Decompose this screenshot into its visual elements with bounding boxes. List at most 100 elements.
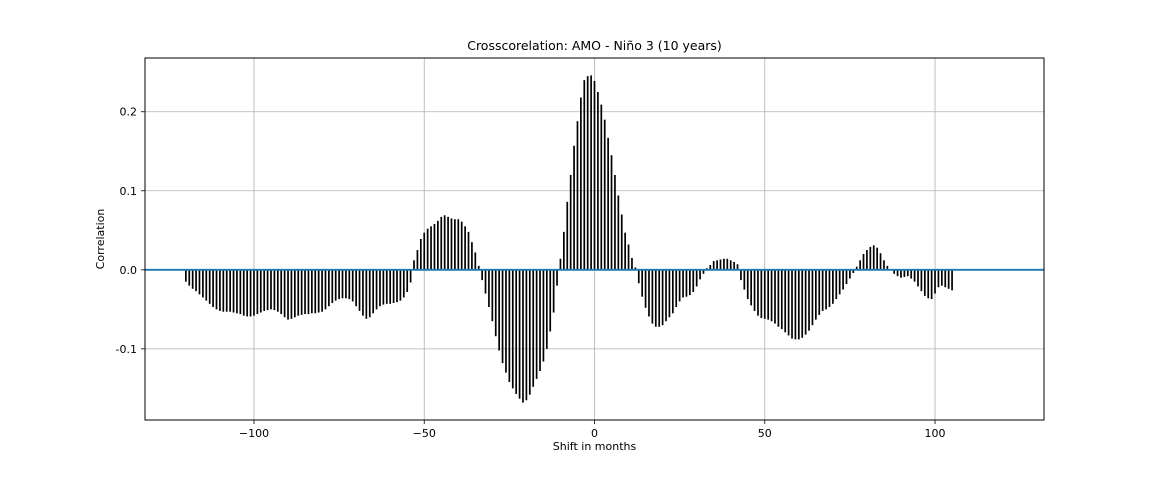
bar bbox=[780, 269, 783, 330]
bar bbox=[454, 219, 456, 270]
bar bbox=[951, 269, 953, 291]
bar bbox=[351, 269, 354, 302]
bar bbox=[484, 269, 487, 294]
bar bbox=[307, 269, 310, 315]
y-tick-label: 0.2 bbox=[120, 106, 138, 119]
bar bbox=[416, 250, 419, 270]
bar bbox=[498, 269, 501, 351]
bar bbox=[719, 259, 722, 270]
bar bbox=[937, 269, 940, 288]
bar bbox=[518, 269, 521, 399]
bar bbox=[225, 269, 228, 312]
bar bbox=[709, 265, 712, 270]
bar bbox=[317, 269, 320, 313]
bar bbox=[624, 232, 626, 270]
bar bbox=[648, 269, 650, 317]
y-tick-label: 0.1 bbox=[120, 185, 138, 198]
bar bbox=[392, 269, 395, 304]
bar bbox=[505, 269, 507, 373]
bar bbox=[627, 244, 630, 270]
bar bbox=[372, 269, 375, 314]
bar bbox=[341, 269, 344, 299]
bar bbox=[263, 269, 266, 311]
bar bbox=[399, 269, 402, 301]
bar bbox=[300, 269, 303, 315]
bar bbox=[464, 226, 466, 270]
bar bbox=[481, 269, 483, 281]
bar bbox=[593, 80, 596, 270]
bar bbox=[573, 145, 575, 270]
bar bbox=[375, 269, 378, 310]
bar bbox=[253, 269, 255, 316]
bar bbox=[794, 269, 797, 340]
bar bbox=[402, 269, 405, 298]
bar bbox=[508, 269, 511, 383]
bar bbox=[699, 269, 701, 280]
bar bbox=[365, 269, 368, 319]
bar bbox=[440, 216, 443, 270]
bar bbox=[437, 220, 439, 270]
bar bbox=[678, 269, 681, 302]
bar bbox=[287, 269, 289, 320]
bar bbox=[774, 269, 776, 324]
bar bbox=[777, 269, 780, 327]
bar bbox=[814, 269, 817, 320]
bar bbox=[328, 269, 330, 307]
bar bbox=[757, 269, 759, 316]
bar bbox=[549, 269, 552, 332]
bar bbox=[283, 269, 286, 318]
bar bbox=[542, 269, 545, 362]
bar bbox=[419, 239, 422, 270]
bar bbox=[607, 137, 609, 270]
bar bbox=[896, 269, 899, 277]
bar bbox=[832, 269, 834, 304]
bar bbox=[239, 269, 242, 315]
bar bbox=[348, 269, 351, 300]
bar bbox=[212, 269, 214, 307]
bar bbox=[236, 269, 238, 314]
bar bbox=[460, 221, 463, 270]
bar bbox=[658, 269, 661, 327]
bar bbox=[396, 269, 398, 303]
bar bbox=[716, 260, 718, 270]
bar bbox=[808, 269, 810, 331]
bar bbox=[634, 267, 637, 270]
bar bbox=[249, 269, 252, 317]
bar bbox=[879, 253, 882, 270]
bar bbox=[297, 269, 300, 316]
bar bbox=[185, 269, 187, 282]
bar bbox=[923, 269, 926, 296]
bar bbox=[787, 269, 790, 336]
bar bbox=[821, 269, 824, 311]
bar bbox=[600, 104, 603, 270]
bar bbox=[202, 269, 204, 298]
bar bbox=[913, 269, 916, 282]
bar bbox=[614, 174, 616, 270]
bar bbox=[270, 269, 272, 310]
bar bbox=[940, 269, 943, 286]
bar bbox=[597, 91, 599, 270]
bar bbox=[423, 232, 426, 270]
bar bbox=[467, 231, 470, 270]
bar bbox=[522, 269, 524, 403]
bar bbox=[842, 269, 844, 290]
bar bbox=[590, 75, 592, 270]
ticks-layer: −100 −50 0 50 100 -0.1 0.0 0.1 0.2 bbox=[116, 106, 946, 440]
bar bbox=[229, 269, 231, 312]
bar bbox=[726, 258, 729, 270]
bar bbox=[450, 218, 453, 270]
bar bbox=[188, 269, 191, 286]
bar bbox=[644, 269, 647, 308]
bar bbox=[893, 269, 896, 274]
bar bbox=[586, 76, 589, 270]
bar bbox=[688, 269, 691, 296]
bar bbox=[770, 269, 773, 322]
bar bbox=[869, 246, 872, 270]
bar bbox=[671, 269, 674, 314]
bar bbox=[491, 269, 494, 322]
bar bbox=[474, 252, 477, 270]
bar bbox=[535, 269, 538, 379]
bar bbox=[818, 269, 821, 315]
bar bbox=[811, 269, 814, 326]
